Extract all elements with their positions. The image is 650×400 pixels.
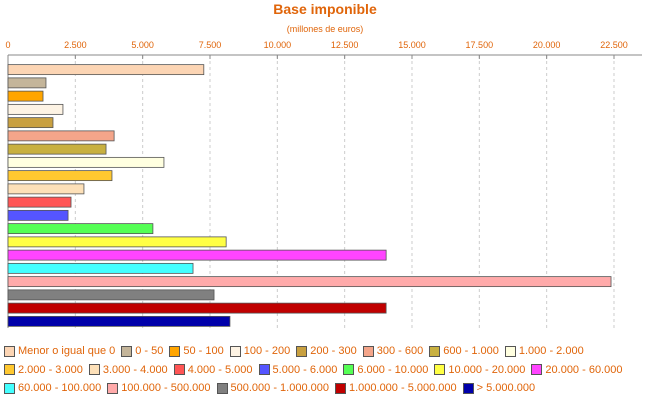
legend-item: 20.000 - 60.000	[531, 361, 622, 380]
legend-swatch	[107, 382, 119, 394]
legend-swatch	[4, 382, 15, 394]
x-tick-label: 12.500	[331, 40, 359, 50]
x-tick-label: 15.000	[398, 40, 426, 50]
legend-item: 1.000 - 2.000	[504, 342, 584, 361]
legend-swatch	[504, 345, 516, 357]
legend-swatch	[4, 364, 15, 376]
bar	[7, 289, 215, 301]
chart: Base imponible (millones de euros) 0 2.50…	[5, 1, 642, 328]
bar	[7, 77, 47, 89]
bar	[7, 315, 231, 327]
legend-label: 500.000 - 1.000.000	[230, 382, 329, 394]
x-tick-label: 20.000	[533, 40, 561, 50]
legend: Menor o igual que 0 0 - 50 50 - 100 100 - 2…	[4, 342, 648, 398]
legend-label: 1.000 - 2.000	[518, 345, 584, 357]
legend-swatch	[362, 345, 374, 357]
bar	[7, 130, 115, 142]
legend-label: 10.000 - 20.000	[448, 363, 526, 376]
bar	[7, 156, 165, 168]
legend-swatch	[531, 364, 543, 376]
legend-label: 100 - 200	[243, 345, 291, 357]
legend-item: 100.000 - 500.000	[107, 379, 211, 398]
legend-item: 5.000 - 6.000	[258, 361, 338, 380]
legend-label: 50 - 100	[183, 345, 224, 357]
legend-label: 6.000 - 10.000	[357, 363, 429, 376]
legend-label: 100.000 - 500.000	[121, 382, 211, 394]
legend-item: 1.000.000 - 5.000.000	[334, 379, 457, 398]
bar	[7, 64, 205, 76]
x-tick-label: 22.500	[600, 40, 628, 50]
legend-item: 60.000 - 100.000	[4, 379, 101, 398]
x-tick-label: 17.500	[466, 40, 494, 50]
legend-label: 60.000 - 100.000	[18, 382, 102, 394]
legend-item: 50 - 100	[169, 342, 224, 361]
bar	[7, 103, 64, 115]
legend-item: 300 - 600	[362, 342, 424, 361]
bar	[7, 262, 194, 274]
legend-item: 500.000 - 1.000.000	[216, 379, 329, 398]
legend-item: 2.000 - 3.000	[4, 361, 83, 380]
legend-item: 4.000 - 5.000	[173, 361, 253, 380]
legend-swatch	[121, 345, 133, 357]
bar	[7, 236, 227, 248]
legend-swatch	[173, 364, 185, 376]
legend-swatch	[334, 382, 346, 394]
legend-label: 5.000 - 6.000	[272, 363, 338, 376]
bar	[7, 117, 54, 129]
legend-item: Menor o igual que 0	[4, 342, 115, 361]
bar	[7, 302, 387, 314]
legend-swatch	[343, 364, 355, 376]
chart-subtitle: (millones de euros)	[287, 24, 364, 34]
legend-item: > 5.000.000	[462, 379, 536, 398]
x-tick-label: 5.000	[131, 40, 154, 50]
legend-label: 300 - 600	[376, 345, 424, 357]
legend-swatch	[258, 364, 270, 376]
bar	[7, 143, 107, 155]
bar	[7, 90, 44, 102]
legend-label: 200 - 300	[310, 345, 357, 357]
legend-swatch	[169, 345, 181, 357]
bar	[7, 183, 85, 195]
x-tick-label: 0	[5, 40, 10, 50]
bar	[7, 276, 612, 288]
legend-item: 10.000 - 20.000	[434, 361, 525, 380]
legend-item: 0 - 50	[121, 342, 163, 361]
bar	[7, 249, 387, 261]
legend-label: > 5.000.000	[476, 382, 536, 394]
legend-item: 200 - 300	[296, 342, 357, 361]
bar	[7, 196, 72, 208]
legend-swatch	[88, 364, 100, 376]
legend-item: 100 - 200	[229, 342, 291, 361]
legend-label: 2.000 - 3.000	[18, 363, 83, 376]
legend-swatch	[429, 345, 441, 357]
bar	[7, 170, 113, 182]
legend-swatch	[296, 345, 308, 357]
legend-swatch	[229, 345, 241, 357]
x-tick-label: 10.000	[264, 40, 292, 50]
legend-swatch	[434, 364, 446, 376]
legend-label: 20.000 - 60.000	[545, 363, 623, 376]
legend-item: 6.000 - 10.000	[343, 361, 428, 380]
legend-item: 3.000 - 4.000	[88, 361, 168, 380]
legend-label: 0 - 50	[135, 345, 164, 357]
bar	[7, 223, 154, 235]
x-tick-label: 7.500	[199, 40, 222, 50]
x-tick-label: 2.500	[64, 40, 87, 50]
chart-title: Base imponible	[273, 1, 377, 17]
legend-item: 600 - 1.000	[429, 342, 499, 361]
legend-label: Menor o igual que 0	[18, 345, 116, 357]
legend-label: 1.000.000 - 5.000.000	[348, 382, 457, 394]
legend-swatch	[216, 382, 228, 394]
legend-label: 600 - 1.000	[443, 345, 499, 357]
legend-swatch	[4, 345, 15, 357]
legend-label: 3.000 - 4.000	[102, 363, 168, 376]
bar	[7, 209, 69, 221]
legend-swatch	[462, 382, 474, 394]
legend-label: 4.000 - 5.000	[187, 363, 253, 376]
